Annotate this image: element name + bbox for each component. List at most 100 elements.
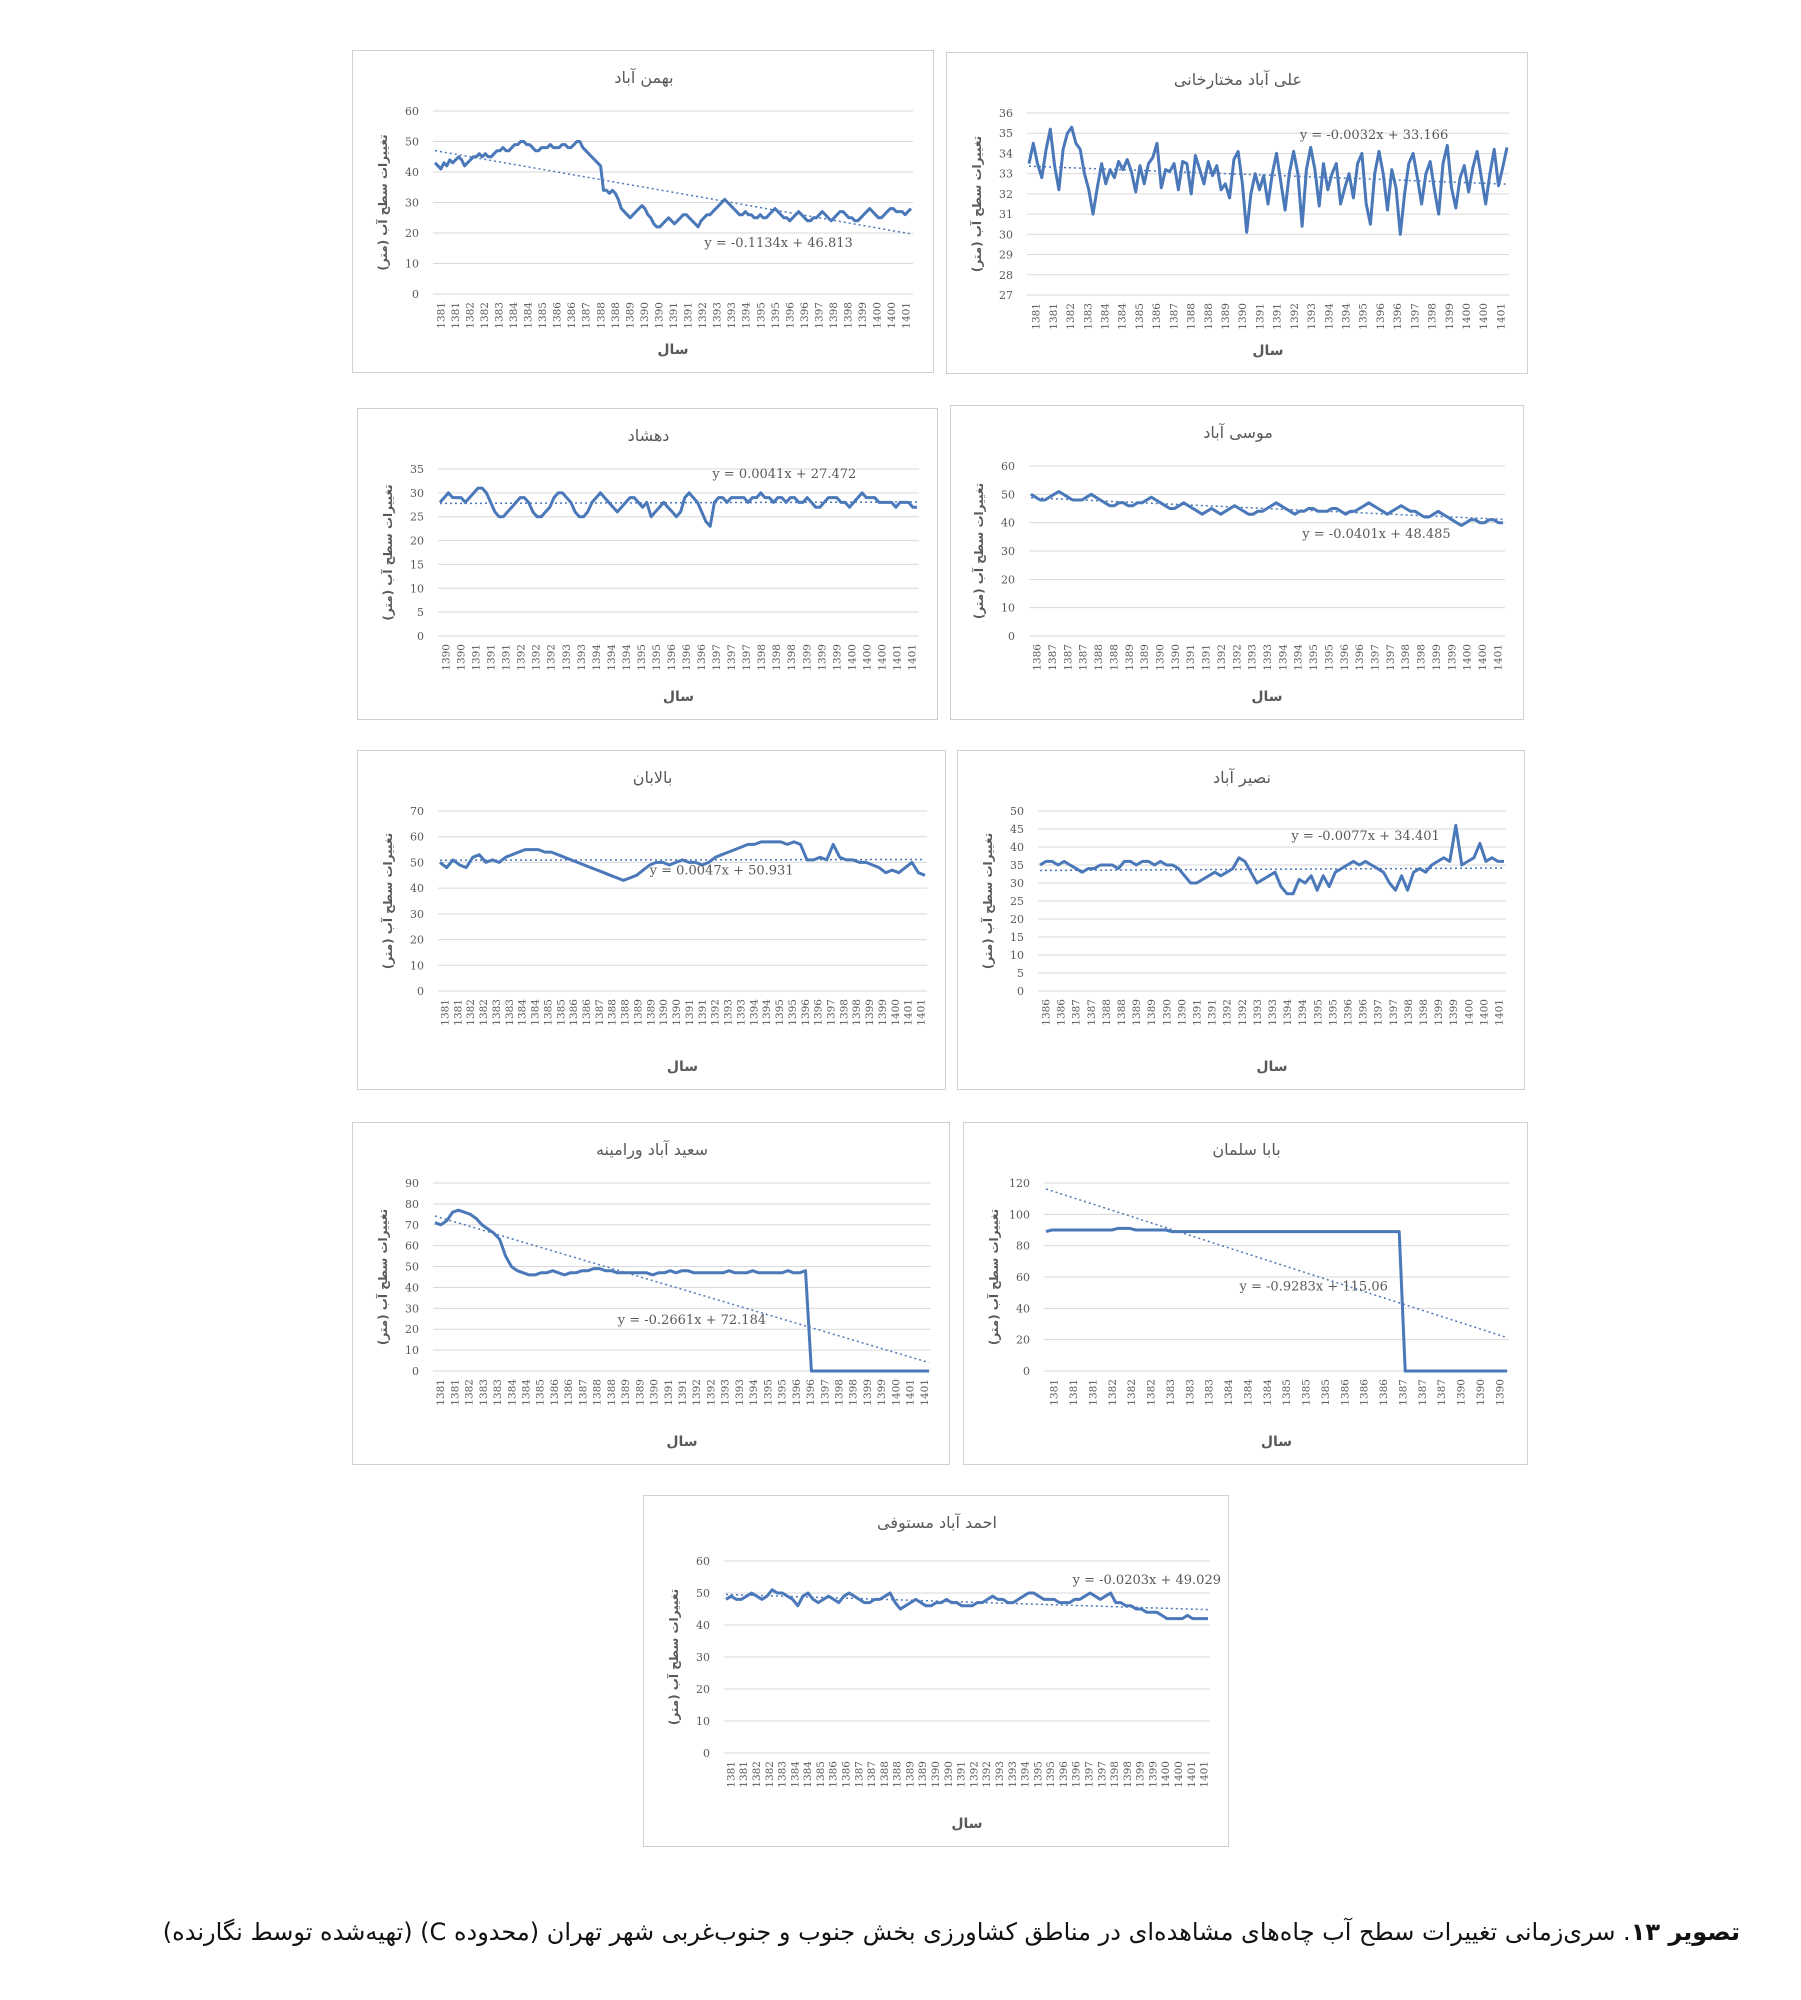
y-tick-label: 40 bbox=[405, 1281, 419, 1294]
x-tick-label: 1381 bbox=[1087, 1379, 1099, 1406]
y-tick-label: 0 bbox=[1017, 985, 1024, 998]
x-tick-label: 1398 bbox=[1403, 999, 1415, 1026]
x-tick-label: 1396 bbox=[805, 1379, 817, 1406]
x-tick-label: 1383 bbox=[492, 1379, 504, 1406]
x-tick-label: 1399 bbox=[1431, 644, 1443, 671]
y-tick-label: 60 bbox=[405, 1240, 419, 1253]
x-tick-label: 1386 bbox=[1359, 1379, 1371, 1406]
y-tick-label: 29 bbox=[999, 249, 1013, 262]
x-tick-label: 1395 bbox=[1312, 999, 1324, 1026]
y-tick-label: 40 bbox=[405, 166, 419, 179]
y-tick-label: 50 bbox=[410, 856, 424, 869]
x-tick-label: 1399 bbox=[1135, 1761, 1147, 1788]
x-tick-label: 1397 bbox=[1373, 999, 1385, 1026]
trendline bbox=[1045, 1188, 1508, 1339]
x-tick-label: 1391 bbox=[1185, 644, 1197, 671]
x-axis-title: سال bbox=[1261, 1434, 1292, 1450]
x-tick-label: 1388 bbox=[1108, 644, 1120, 671]
y-tick-label: 20 bbox=[1016, 1334, 1030, 1347]
x-tick-label: 1401 bbox=[1199, 1761, 1211, 1788]
x-tick-label: 1386 bbox=[563, 1379, 575, 1406]
x-tick-label: 1389 bbox=[917, 1761, 929, 1788]
x-tick-label: 1387 bbox=[594, 999, 606, 1026]
x-tick-label: 1391 bbox=[668, 302, 680, 329]
y-tick-label: 34 bbox=[999, 147, 1013, 160]
x-tick-label: 1398 bbox=[1418, 999, 1430, 1026]
x-tick-label: 1386 bbox=[1378, 1379, 1390, 1406]
x-tick-label: 1389 bbox=[634, 1379, 646, 1406]
x-tick-label: 1398 bbox=[848, 1379, 860, 1406]
y-axis-title: تغییرات سطح آب (متر) bbox=[375, 134, 390, 270]
x-tick-label: 1386 bbox=[1056, 999, 1068, 1026]
x-tick-label: 1385 bbox=[815, 1761, 827, 1788]
x-tick-label: 1385 bbox=[535, 1379, 547, 1406]
x-tick-label: 1383 bbox=[1184, 1379, 1196, 1406]
x-tick-label: 1399 bbox=[864, 999, 876, 1026]
x-tick-label: 1398 bbox=[834, 1379, 846, 1406]
x-tick-label: 1401 bbox=[905, 1379, 917, 1406]
x-tick-label: 1387 bbox=[1086, 999, 1098, 1026]
x-tick-label: 1392 bbox=[697, 302, 709, 329]
x-tick-label: 1393 bbox=[1306, 303, 1318, 330]
x-tick-label: 1398 bbox=[1122, 1761, 1134, 1788]
y-tick-label: 31 bbox=[999, 208, 1013, 221]
chart-baba-salman: بابا سلمان 0 20 40 60 80 100 120 1381 1381 1381 138… bbox=[986, 1140, 1509, 1450]
trendline-equation: y = 0.0047x + 50.931 bbox=[649, 863, 794, 878]
series-line bbox=[434, 1208, 929, 1373]
x-tick-label: 1384 bbox=[1242, 1379, 1254, 1406]
x-tick-label: 1383 bbox=[1204, 1379, 1216, 1406]
chart-title: بالابان bbox=[633, 768, 673, 787]
x-tick-label: 1396 bbox=[800, 999, 812, 1026]
figure-caption: تصویر ۱۳. سری‌زمانی تغییرات سطح آب چاه‌ه… bbox=[100, 1918, 1740, 1946]
x-axis-title: سال bbox=[663, 689, 694, 705]
x-tick-label: 1400 bbox=[1463, 999, 1475, 1026]
y-tick-label: 30 bbox=[410, 908, 424, 921]
y-tick-label: 20 bbox=[410, 934, 424, 947]
trendline bbox=[434, 149, 912, 235]
x-tick-label: 1384 bbox=[506, 1379, 518, 1406]
x-tick-label: 1386 bbox=[581, 999, 593, 1026]
x-tick-label: 1392 bbox=[1222, 999, 1234, 1026]
x-tick-label: 1390 bbox=[671, 999, 683, 1026]
series-line bbox=[438, 486, 917, 528]
x-tick-label: 1399 bbox=[1448, 999, 1460, 1026]
y-axis-title: تغییرات سطح آب (متر) bbox=[666, 1589, 681, 1725]
x-tick-label: 1382 bbox=[751, 1761, 763, 1788]
x-tick-label: 1392 bbox=[1231, 644, 1243, 671]
x-tick-label: 1395 bbox=[1045, 1761, 1057, 1788]
x-tick-label: 1394 bbox=[621, 644, 633, 671]
x-tick-label: 1397 bbox=[1409, 303, 1421, 330]
x-tick-label: 1394 bbox=[748, 999, 760, 1026]
x-tick-label: 1392 bbox=[1216, 644, 1228, 671]
y-axis-title: تغییرات سطح آب (متر) bbox=[986, 1209, 1001, 1345]
x-tick-label: 1390 bbox=[653, 302, 665, 329]
x-tick-label: 1381 bbox=[738, 1761, 750, 1788]
x-tick-label: 1401 bbox=[916, 999, 928, 1026]
x-tick-label: 1387 bbox=[1397, 1379, 1409, 1406]
x-tick-label: 1382 bbox=[1065, 303, 1077, 330]
y-tick-label: 36 bbox=[999, 107, 1013, 120]
x-tick-label: 1399 bbox=[1446, 644, 1458, 671]
x-axis-title: سال bbox=[1252, 343, 1283, 359]
x-tick-label: 1389 bbox=[645, 999, 657, 1026]
figure-caption-label: تصویر ۱۳ bbox=[1630, 1918, 1740, 1946]
y-tick-label: 30 bbox=[1001, 545, 1015, 558]
x-tick-label: 1388 bbox=[595, 302, 607, 329]
y-tick-label: 30 bbox=[1010, 877, 1024, 890]
trendline-equation: y = -0.0401x + 48.485 bbox=[1301, 527, 1450, 542]
x-tick-label: 1388 bbox=[610, 302, 622, 329]
y-tick-label: 32 bbox=[999, 188, 1013, 201]
x-tick-label: 1401 bbox=[903, 999, 915, 1026]
x-tick-label: 1396 bbox=[791, 1379, 803, 1406]
trendline bbox=[434, 1215, 930, 1364]
x-tick-label: 1381 bbox=[449, 1379, 461, 1406]
x-tick-label: 1388 bbox=[1101, 999, 1113, 1026]
x-tick-label: 1390 bbox=[649, 1379, 661, 1406]
x-tick-label: 1389 bbox=[1131, 999, 1143, 1026]
x-tick-label: 1391 bbox=[1254, 303, 1266, 330]
x-tick-label: 1397 bbox=[819, 1379, 831, 1406]
x-tick-label: 1392 bbox=[1237, 999, 1249, 1026]
